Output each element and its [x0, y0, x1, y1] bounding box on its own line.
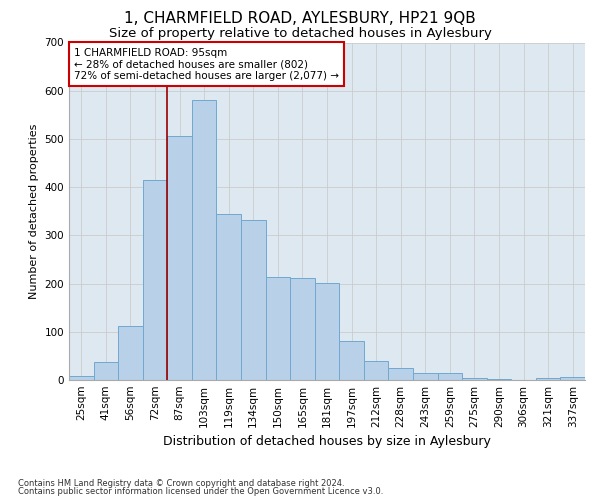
Bar	[118, 326, 143, 380]
Text: Contains public sector information licensed under the Open Government Licence v3: Contains public sector information licen…	[18, 487, 383, 496]
Text: 1 CHARMFIELD ROAD: 95sqm
← 28% of detached houses are smaller (802)
72% of semi-: 1 CHARMFIELD ROAD: 95sqm ← 28% of detach…	[74, 48, 339, 81]
Bar	[266, 278, 290, 380]
Text: 1, CHARMFIELD ROAD, AYLESBURY, HP21 9QB: 1, CHARMFIELD ROAD, AYLESBURY, HP21 9QB	[124, 11, 476, 26]
X-axis label: Distribution of detached houses by size in Aylesbury: Distribution of detached houses by size …	[163, 436, 491, 448]
Bar	[364, 360, 388, 380]
Bar	[536, 378, 560, 380]
Bar	[192, 100, 217, 380]
Y-axis label: Number of detached properties: Number of detached properties	[29, 124, 39, 299]
Bar	[241, 220, 266, 380]
Bar	[487, 378, 511, 380]
Bar	[315, 283, 339, 380]
Bar	[437, 373, 462, 380]
Bar	[94, 362, 118, 380]
Bar	[69, 376, 94, 380]
Bar	[462, 378, 487, 380]
Bar	[290, 278, 315, 380]
Bar	[167, 136, 192, 380]
Text: Size of property relative to detached houses in Aylesbury: Size of property relative to detached ho…	[109, 28, 491, 40]
Bar	[388, 368, 413, 380]
Bar	[339, 342, 364, 380]
Bar	[560, 376, 585, 380]
Bar	[143, 180, 167, 380]
Bar	[217, 214, 241, 380]
Text: Contains HM Land Registry data © Crown copyright and database right 2024.: Contains HM Land Registry data © Crown c…	[18, 478, 344, 488]
Bar	[413, 373, 437, 380]
